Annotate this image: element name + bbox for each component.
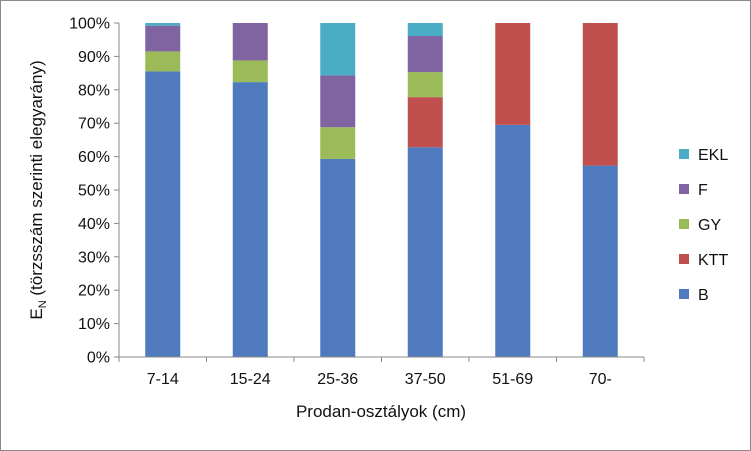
- bar-segment-ktt-70-: [582, 23, 618, 166]
- legend: EKL F GY KTT B: [679, 147, 728, 304]
- legend-label-gy: GY: [698, 217, 721, 234]
- bar-segment-f-37-50: [407, 36, 443, 73]
- y-axis-title-main: E: [27, 308, 46, 319]
- y-tick-label: 0%: [87, 350, 110, 367]
- y-axis-title-subscript: N: [37, 300, 49, 308]
- y-axis-title: EN (törzsszám szerinti elegyarány): [27, 60, 49, 319]
- x-tick-label: 25-36: [317, 371, 358, 388]
- bars-group: [145, 23, 618, 358]
- legend-label-ekl: EKL: [698, 147, 728, 164]
- x-tick-label: 70-: [589, 371, 612, 388]
- bar-segment-f-15-24: [232, 23, 268, 61]
- legend-label-f: F: [698, 182, 708, 199]
- bar-segment-gy-25-36: [320, 127, 356, 159]
- legend-label-ktt: KTT: [698, 252, 728, 269]
- y-tick-label: 50%: [78, 183, 110, 200]
- x-tick-label: 51-69: [492, 371, 533, 388]
- legend-swatch-gy: [679, 219, 689, 229]
- x-tick-label: 15-24: [230, 371, 271, 388]
- bar-segment-b-70-: [582, 165, 618, 357]
- bar-segment-ktt-51-69: [495, 23, 531, 125]
- bar-segment-f-7-14: [145, 25, 181, 52]
- x-tick-label: 37-50: [405, 371, 446, 388]
- bar-segment-ekl-25-36: [320, 23, 356, 76]
- y-ticks-group: 0% 10% 20% 30% 40% 50% 60% 70% 80% 90% 100%: [69, 16, 119, 367]
- bar-segment-ktt-37-50: [407, 97, 443, 148]
- legend-swatch-ekl: [679, 149, 689, 159]
- y-axis-title-rest: (törzsszám szerinti elegyarány): [27, 60, 46, 300]
- bar-segment-ekl-37-50: [407, 23, 443, 37]
- legend-swatch-ktt: [679, 254, 689, 264]
- legend-swatch-f: [679, 184, 689, 194]
- bar-segment-f-25-36: [320, 75, 356, 128]
- bar-segment-gy-7-14: [145, 51, 181, 72]
- y-tick-label: 30%: [78, 249, 110, 266]
- bar-segment-ekl-7-14: [145, 23, 181, 26]
- bar-segment-gy-37-50: [407, 72, 443, 98]
- y-tick-label: 20%: [78, 283, 110, 300]
- x-tick-label: 7-14: [147, 371, 179, 388]
- bar-segment-gy-15-24: [232, 60, 268, 83]
- bar-segment-b-51-69: [495, 124, 531, 358]
- y-tick-label: 60%: [78, 149, 110, 166]
- y-tick-label: 70%: [78, 116, 110, 133]
- y-tick-label: 80%: [78, 82, 110, 99]
- bar-segment-b-15-24: [232, 82, 268, 358]
- y-tick-label: 90%: [78, 49, 110, 66]
- axes-group: [118, 23, 644, 358]
- bar-segment-b-37-50: [407, 147, 443, 357]
- x-ticks-group: 7-14 15-24 25-36 37-50 51-69 70-: [118, 357, 645, 388]
- legend-label-b: B: [698, 287, 709, 304]
- y-tick-label: 100%: [69, 16, 110, 33]
- bar-segment-b-7-14: [145, 71, 181, 358]
- y-tick-label: 40%: [78, 216, 110, 233]
- bar-segment-b-25-36: [320, 158, 356, 357]
- legend-swatch-b: [679, 289, 689, 299]
- y-tick-label: 10%: [78, 316, 110, 333]
- x-axis-title: Prodan-osztályok (cm): [296, 402, 466, 421]
